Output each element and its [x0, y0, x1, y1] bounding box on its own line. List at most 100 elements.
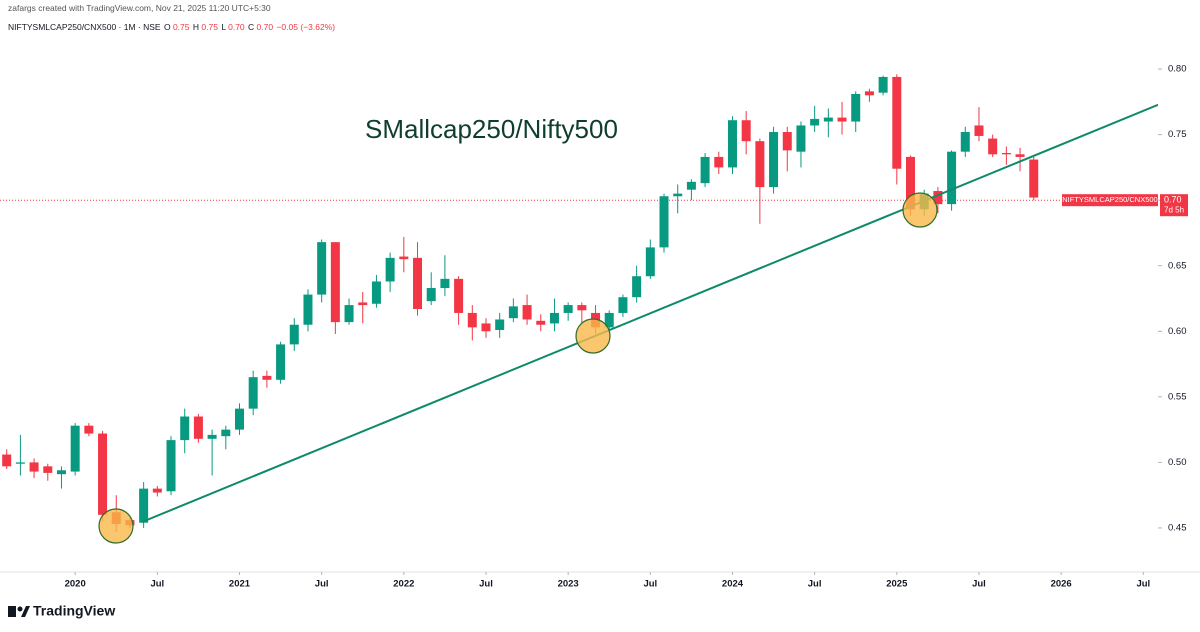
logo-shape: [17, 606, 23, 612]
symbol-legend: NIFTYSMLCAP250/CNX500 · 1M · NSE O 0.75 …: [8, 22, 336, 32]
logo-shape: [8, 606, 16, 617]
candle-body: [632, 276, 642, 298]
candle-body: [878, 76, 888, 93]
candle-body: [741, 120, 751, 142]
candle-body: [618, 297, 628, 313]
y-tick-label: 0.75: [1168, 129, 1187, 140]
ohlc-label: C: [248, 22, 255, 32]
candle-body: [549, 312, 559, 324]
candle-body: [98, 433, 108, 515]
candle-body: [823, 117, 833, 122]
price-label-bg: [1160, 194, 1188, 217]
logo-shape: [21, 606, 30, 617]
candle-body: [577, 305, 587, 311]
candle-body: [139, 488, 149, 523]
candle-body: [166, 440, 176, 492]
ohlc-label: H: [192, 22, 200, 32]
plot-area: [0, 74, 1158, 532]
candle-body: [810, 118, 820, 126]
candle-body: [29, 462, 39, 472]
x-tick-label: 2024: [722, 579, 744, 590]
candle-body: [289, 324, 299, 345]
candle-body: [70, 425, 80, 472]
candle-body: [700, 156, 710, 184]
candle-body: [522, 305, 532, 320]
x-tick-label: Jul: [479, 579, 493, 590]
y-tick-label: 0.80: [1168, 64, 1187, 75]
x-tick-label: 2026: [1051, 579, 1072, 590]
candle-body: [56, 470, 66, 475]
y-tick-label: 0.50: [1168, 457, 1187, 468]
y-tick-label: 0.60: [1168, 326, 1187, 337]
candle-body: [467, 312, 477, 328]
candle-body: [180, 416, 190, 441]
candle-body: [974, 125, 984, 136]
price-badge-symbol: NIFTYSMLCAP250/CNX500: [1062, 195, 1157, 204]
x-tick-label: 2020: [65, 579, 86, 590]
candle-body: [481, 323, 491, 332]
candle-body: [1001, 152, 1011, 155]
candle-body: [892, 76, 902, 169]
candle-body: [276, 344, 286, 380]
symbol-line: NIFTYSMLCAP250/CNX500 · 1M · NSE: [8, 22, 161, 32]
candle-body: [714, 156, 724, 168]
candle-body: [2, 454, 12, 467]
ohlc-label: O: [163, 22, 171, 32]
x-tick-label: Jul: [315, 579, 329, 590]
ohlc-label: L: [221, 22, 226, 32]
candle-body: [796, 125, 806, 152]
candle-body: [755, 141, 765, 188]
candle-body: [15, 462, 25, 464]
candle-body: [426, 288, 436, 302]
candle-body: [152, 488, 162, 493]
y-tick-label: 0.55: [1168, 391, 1187, 402]
candle-body: [769, 132, 779, 188]
candle-body: [248, 377, 258, 409]
candle-body: [906, 156, 916, 210]
candle-body: [837, 117, 847, 122]
candle-body: [960, 132, 970, 152]
annotation: SMallcap250/Nifty500: [365, 114, 618, 144]
ohlc-value: 0.70: [256, 22, 274, 32]
drawings: [98, 103, 1158, 544]
candle-body: [221, 429, 231, 437]
y-tick-label: 0.65: [1168, 260, 1187, 271]
candle-body: [385, 257, 395, 282]
candle-body: [262, 375, 272, 380]
candle-body: [645, 247, 655, 277]
candle-body: [536, 320, 546, 325]
x-tick-label: Jul: [150, 579, 164, 590]
candle-body: [371, 281, 381, 304]
highlight-circle: [902, 192, 938, 228]
brand: TradingView: [33, 603, 115, 619]
candle-body: [454, 278, 464, 313]
candle-body: [84, 425, 94, 434]
candle-body: [43, 466, 53, 473]
candle-body: [933, 191, 943, 205]
candle-body: [727, 120, 737, 168]
x-tick-label: Jul: [1136, 579, 1150, 590]
change: −0.05 (−3.62%): [276, 22, 336, 32]
x-tick-label: 2023: [558, 579, 579, 590]
candle-body: [193, 416, 203, 439]
candle-body: [234, 408, 244, 430]
countdown: 7d 5h: [1164, 205, 1184, 214]
brand-logo: [8, 606, 30, 617]
ohlc-value: 0.75: [172, 22, 190, 32]
candle-body: [440, 278, 450, 289]
y-tick-label: 0.45: [1168, 522, 1187, 533]
candle-body: [495, 319, 505, 330]
candle-body: [563, 305, 573, 313]
price-badge-bg: [1062, 194, 1158, 207]
ohlc-value: 0.75: [201, 22, 218, 32]
candle-body: [1029, 159, 1039, 198]
ohlc-value: 0.70: [228, 22, 245, 32]
candle-body: [988, 138, 998, 155]
candle-body: [358, 302, 368, 306]
attribution: zafargs created with TradingView.com, No…: [8, 3, 271, 13]
x-tick-label: Jul: [972, 579, 986, 590]
x-tick-label: 2025: [886, 579, 908, 590]
candle-body: [851, 93, 861, 122]
candle-body: [317, 242, 327, 295]
